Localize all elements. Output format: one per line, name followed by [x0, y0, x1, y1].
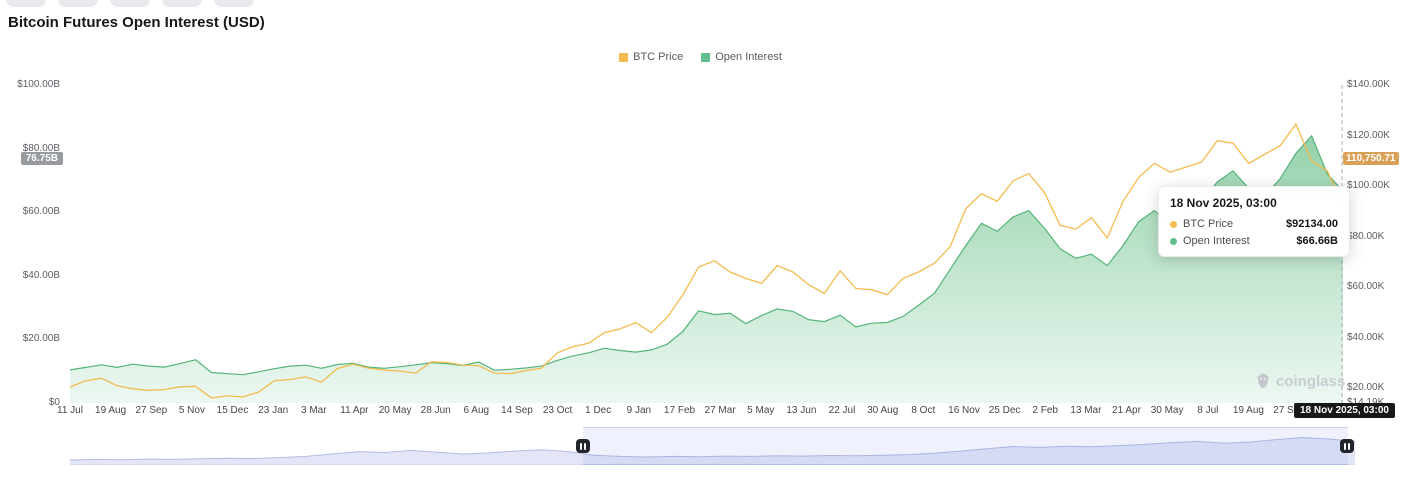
x-axis-tick: 11 Apr: [340, 405, 369, 416]
navigator-left-handle[interactable]: [576, 439, 590, 453]
x-axis-tick: 28 Jun: [420, 405, 451, 416]
open-interest-dot-icon: [1170, 237, 1177, 245]
x-axis-tick: 23 Jan: [258, 405, 289, 416]
left-axis-tick: $100.00B: [17, 79, 60, 90]
tooltip-value: $66.66B: [1296, 235, 1338, 247]
x-axis-tick: 30 Aug: [867, 405, 899, 416]
right-axis-tick: $140.00K: [1347, 79, 1390, 90]
x-axis-tick: 22 Jul: [828, 405, 856, 416]
legend-item-btc-price[interactable]: BTC Price: [619, 51, 683, 63]
right-axis-tick: $20.00K: [1347, 382, 1385, 394]
chart-tooltip: 18 Nov 2025, 03:00 BTC Price $92134.00 O…: [1158, 186, 1350, 257]
x-axis-tick: 16 Nov: [948, 405, 980, 416]
navigator-minichart: [70, 436, 1355, 465]
x-axis-tick: 15 Dec: [216, 405, 249, 416]
x-axis-tick: 27 Mar: [704, 405, 736, 416]
btc-price-swatch-icon: [619, 52, 629, 62]
x-axis-tick: 19 Aug: [1232, 405, 1264, 416]
left-axis-tick: $0: [48, 397, 60, 408]
top-tab-stub[interactable]: [162, 0, 202, 7]
left-axis-open-interest: $100.00B $80.00B $60.00B $40.00B $20.00B $0: [0, 0, 64, 420]
x-axis-tick: 8 Jul: [1197, 405, 1219, 416]
left-axis-tick: $20.00B: [22, 333, 60, 345]
x-axis-tick: 23 Oct: [542, 405, 573, 416]
left-axis-tick: $60.00B: [22, 206, 60, 218]
navigator-right-handle[interactable]: [1340, 439, 1354, 453]
legend-label: BTC Price: [633, 51, 684, 63]
tooltip-row-open-interest: Open Interest $66.66B: [1170, 235, 1338, 247]
x-axis-tick: 25 Dec: [988, 405, 1021, 416]
x-axis-tick: 5 Nov: [178, 405, 205, 416]
watermark-text: coinglass: [1276, 372, 1346, 390]
x-axis-tick: 13 Jun: [786, 405, 817, 416]
x-axis-tick: 17 Feb: [663, 405, 696, 416]
x-axis-tick: 1 Dec: [585, 405, 612, 416]
coinglass-logo-icon: [1257, 373, 1269, 389]
legend-item-open-interest[interactable]: Open Interest: [701, 51, 782, 63]
x-axis-tick: 21 Apr: [1112, 405, 1141, 416]
x-axis-tick: 6 Aug: [463, 405, 490, 416]
top-tab-stub[interactable]: [110, 0, 150, 7]
right-axis-tick: $14.19K: [1347, 397, 1384, 408]
range-navigator[interactable]: [70, 427, 1355, 465]
x-axis-tick: 8 Oct: [911, 405, 936, 416]
x-axis-tick: 5 May: [747, 405, 775, 416]
top-tab-stub[interactable]: [6, 0, 46, 7]
coinglass-watermark: coinglass: [1254, 372, 1345, 390]
x-axis-tick: 30 May: [1150, 405, 1184, 416]
x-axis-tick: 27 Sep: [1273, 405, 1305, 416]
chart-legend: BTC Price Open Interest: [0, 51, 1401, 63]
crosshair-right-value-badge: 110,750.71: [1343, 152, 1399, 165]
x-axis-tick: 9 Jan: [626, 405, 652, 416]
x-axis-tick: 20 May: [378, 405, 412, 416]
tooltip-label: BTC Price: [1183, 218, 1234, 230]
right-axis-tick: $60.00K: [1347, 281, 1385, 293]
tooltip-label: Open Interest: [1183, 235, 1250, 247]
tooltip-row-btc-price: BTC Price $92134.00: [1170, 218, 1338, 230]
btc-price-dot-icon: [1170, 220, 1177, 228]
navigator-selected-range[interactable]: [583, 427, 1348, 465]
top-tab-stub[interactable]: [214, 0, 254, 7]
left-axis-tick: $80.00B: [22, 142, 60, 154]
x-axis-tick: 19 Aug: [95, 405, 127, 416]
right-axis-btc-price: $140.00K $120.00K $100.00K $80.00K $60.00K $4…: [1347, 0, 1401, 420]
x-axis-tick: 13 Mar: [1070, 405, 1102, 416]
tooltip-value: $92134.00: [1286, 218, 1338, 230]
crosshair-left-value-badge: 76.75B: [20, 152, 63, 165]
top-tab-stub[interactable]: [58, 0, 98, 7]
right-axis-tick: $100.00K: [1347, 180, 1390, 192]
x-axis-tick: 11 Jul: [57, 405, 83, 416]
left-axis-tick: $40.00B: [22, 269, 60, 281]
top-toolbar: [6, 0, 254, 7]
right-axis-tick: $40.00K: [1347, 331, 1385, 343]
legend-label: Open Interest: [715, 51, 782, 63]
crosshair-date-badge: 18 Nov 2025, 03:00: [1294, 403, 1395, 418]
plot-area[interactable]: [70, 85, 1343, 403]
open-interest-swatch-icon: [701, 52, 711, 62]
x-axis-tick: 3 Mar: [301, 405, 327, 416]
x-axis-dates: 11 Jul 19 Aug 27 Sep 5 Nov 15 Dec 23 Jan 3 Mar…: [57, 405, 1343, 419]
right-axis-tick: $120.00K: [1347, 129, 1390, 141]
x-axis-tick: 14 Sep: [501, 405, 533, 416]
x-axis-tick: 27 Sep: [135, 405, 168, 416]
tooltip-date: 18 Nov 2025, 03:00: [1170, 196, 1277, 210]
page-title: Bitcoin Futures Open Interest (USD): [8, 14, 265, 31]
right-axis-tick: $80.00K: [1347, 230, 1385, 242]
x-axis-tick: 2 Feb: [1032, 405, 1058, 416]
